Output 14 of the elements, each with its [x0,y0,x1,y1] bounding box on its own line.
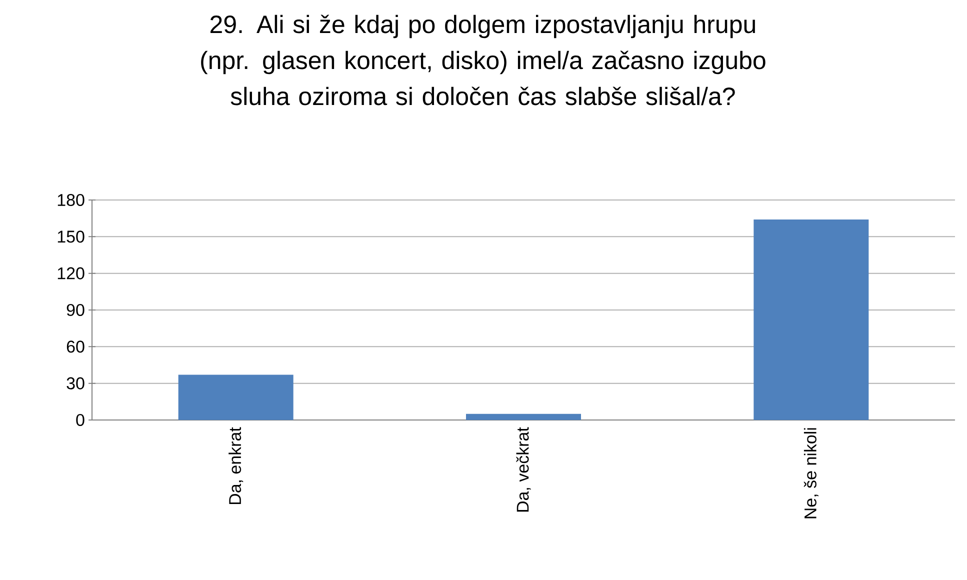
y-tick-label: 150 [58,230,84,243]
y-tick-label: 30 [66,377,84,390]
y-tick-label: 90 [66,304,84,316]
y-tick-label: 120 [58,267,84,280]
y-tick-label: 0 [76,414,84,426]
bar [178,374,294,420]
x-tick-label: Da, večkrat [516,427,531,512]
x-tick-label: Ne, še nikoli [804,428,818,518]
x-tick-label: Da, enkrat [228,427,244,504]
y-tick-label: 60 [66,340,84,353]
bar [466,414,582,420]
bar [754,220,869,420]
chart-title: 29. Ali si že kdaj po dolgem izpostavljanju hrupu (npr. glasen koncert, disko) imel/a začasno izgubo sluha oziroma si določen čas slabše slišal/a? [201,14,766,106]
y-tick-label: 180 [58,194,84,206]
